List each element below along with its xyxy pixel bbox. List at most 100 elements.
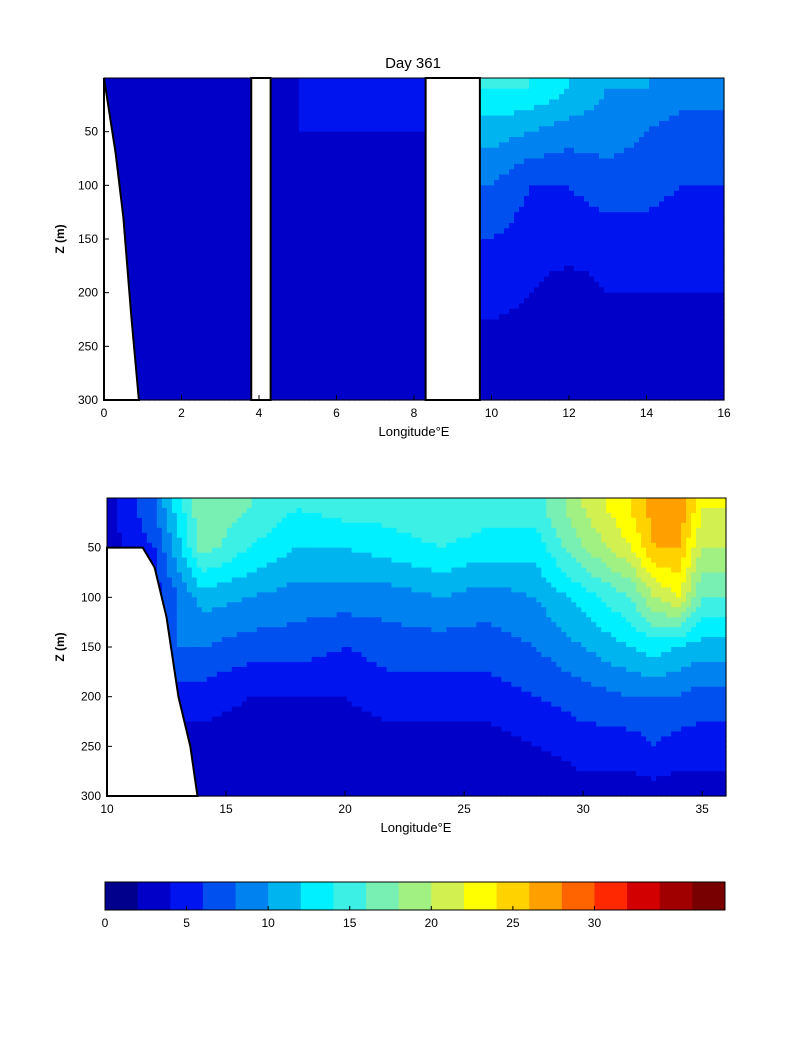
field-cell	[279, 362, 285, 369]
field-cell	[284, 212, 290, 219]
field-cell	[199, 346, 205, 353]
field-cell	[334, 126, 340, 133]
field-cell	[149, 222, 155, 229]
field-cell	[304, 330, 310, 337]
field-cell	[384, 217, 390, 224]
field-cell	[514, 88, 520, 95]
field-cell	[369, 260, 375, 267]
field-cell	[514, 233, 520, 240]
field-cell	[244, 319, 250, 326]
field-cell	[214, 185, 220, 192]
field-cell	[349, 83, 355, 90]
field-cell	[304, 137, 310, 143]
field-cell	[384, 110, 390, 117]
field-cell	[314, 303, 320, 310]
field-cell	[299, 174, 305, 181]
field-cell	[209, 126, 215, 133]
field-cell	[399, 115, 405, 122]
field-cell	[174, 367, 180, 374]
field-cell	[379, 351, 385, 358]
field-cell	[284, 190, 290, 197]
field-cell	[219, 83, 225, 90]
field-cell	[224, 362, 230, 369]
field-cell	[294, 190, 300, 197]
field-cell	[149, 373, 155, 380]
field-cell	[199, 153, 205, 160]
field-cell	[149, 394, 155, 401]
field-cell	[399, 351, 405, 358]
field-cell	[189, 115, 195, 122]
field-cell	[329, 94, 335, 101]
field-cell	[224, 217, 230, 224]
field-cell	[204, 367, 210, 374]
field-cell	[514, 78, 520, 84]
field-cell	[284, 330, 290, 337]
field-cell	[394, 239, 400, 245]
field-cell	[129, 153, 135, 160]
field-cell	[154, 298, 160, 304]
field-cell	[414, 249, 420, 256]
field-cell	[194, 169, 200, 176]
field-cell	[364, 281, 370, 288]
field-cell	[229, 126, 235, 133]
field-cell	[194, 147, 200, 154]
field-cell	[384, 378, 390, 385]
field-cell	[129, 255, 135, 262]
field-cell	[154, 206, 160, 213]
field-cell	[384, 126, 390, 133]
field-cell	[174, 378, 180, 385]
field-cell	[144, 308, 150, 315]
field-cell	[364, 308, 370, 315]
field-cell	[184, 357, 190, 364]
field-cell	[509, 99, 515, 106]
field-cell	[284, 389, 290, 396]
field-cell	[339, 174, 345, 181]
field-cell	[329, 228, 335, 235]
field-cell	[409, 394, 415, 401]
field-cell	[139, 357, 145, 364]
field-cell	[194, 222, 200, 229]
field-cell	[234, 196, 240, 203]
field-cell	[129, 239, 135, 245]
field-cell	[184, 185, 190, 192]
field-cell	[314, 201, 320, 208]
field-cell	[169, 222, 175, 229]
field-cell	[339, 163, 345, 170]
field-cell	[394, 83, 400, 90]
field-cell	[139, 201, 145, 208]
field-cell	[514, 153, 520, 160]
field-cell	[394, 394, 400, 401]
field-cell	[144, 265, 150, 272]
field-cell	[414, 147, 420, 154]
field-cell	[409, 163, 415, 170]
field-cell	[324, 228, 330, 235]
field-cell	[229, 78, 235, 84]
field-cell	[354, 373, 360, 380]
field-cell	[509, 83, 515, 90]
field-cell	[374, 131, 380, 138]
field-cell	[319, 383, 325, 390]
field-cell	[129, 131, 135, 138]
field-cell	[339, 78, 345, 84]
field-cell	[349, 340, 355, 347]
field-cell	[159, 357, 165, 364]
field-cell	[234, 174, 240, 181]
field-cell	[284, 179, 290, 186]
field-cell	[159, 88, 165, 95]
field-cell	[319, 378, 325, 385]
field-cell	[274, 212, 280, 219]
field-cell	[324, 131, 330, 138]
field-cell	[174, 185, 180, 192]
field-cell	[164, 324, 170, 331]
field-cell	[369, 362, 375, 369]
field-cell	[369, 346, 375, 353]
field-cell	[204, 281, 210, 288]
field-cell	[499, 319, 505, 326]
field-cell	[399, 153, 405, 160]
field-cell	[514, 255, 520, 262]
field-cell	[299, 142, 305, 149]
field-cell	[159, 120, 165, 127]
field-cell	[194, 303, 200, 310]
field-cell	[169, 174, 175, 181]
field-cell	[179, 233, 185, 240]
